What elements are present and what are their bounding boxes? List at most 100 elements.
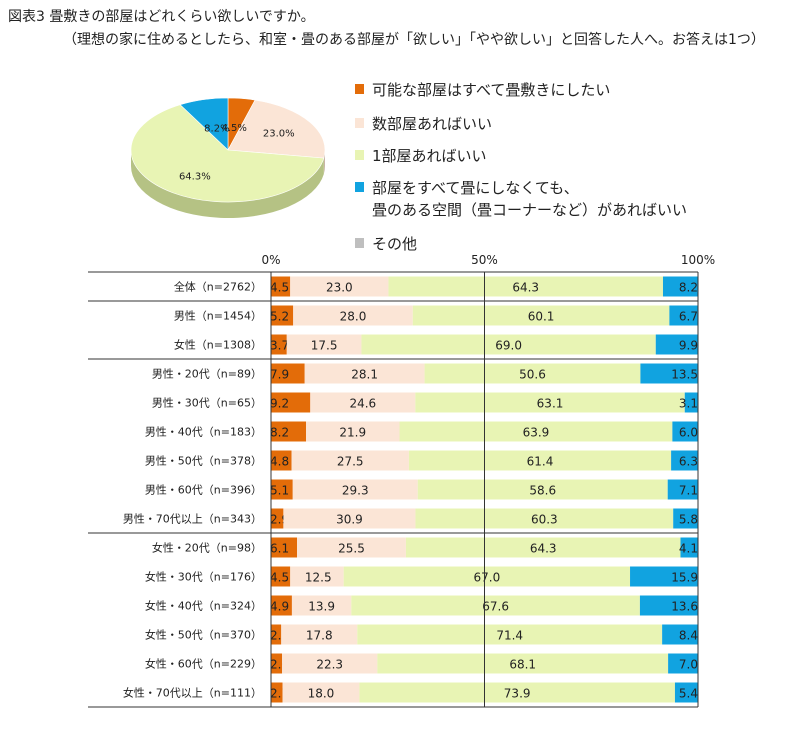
category-label: 女性・50代（n=370）: [145, 628, 262, 642]
bar-value-label: 3.1: [679, 397, 698, 411]
bar-segment-tatami_corner: [673, 508, 698, 529]
bar-segment-one_room: [412, 305, 670, 326]
category-label: 全体（n=2762）: [174, 280, 262, 294]
bar-value-label: 6.3: [679, 455, 698, 469]
bar-value-label: 8.2: [270, 426, 289, 440]
bar-segment-several_rooms: [283, 508, 416, 529]
bar-segment-one_room: [377, 653, 669, 674]
bar-value-label: 5.4: [679, 687, 698, 701]
bar-value-label: 9.9: [679, 339, 698, 353]
bar-segment-several_rooms: [310, 392, 416, 413]
pie-slice-3: [179, 97, 229, 151]
bar-value-label: 4.8: [270, 455, 289, 469]
bar-value-label: 21.9: [339, 426, 366, 440]
bar-value-label: 50.6: [519, 368, 546, 382]
bar-segment-all_tatami: [271, 305, 294, 326]
bar-value-label: 63.9: [523, 426, 550, 440]
bar-segment-tatami_corner: [674, 682, 698, 703]
bar-segment-tatami_corner: [640, 363, 698, 384]
bar-segment-one_room: [408, 450, 672, 471]
legend-swatch-other: [355, 238, 364, 248]
legend-label-tatami-corner-line2: 畳のある空間（畳コーナーなど）があればいい: [372, 201, 688, 219]
bar-value-label: 12.5: [305, 571, 332, 585]
bar-segment-all_tatami: [271, 363, 305, 384]
bar-value-label: 7.0: [679, 658, 698, 672]
bar-segment-several_rooms: [286, 334, 362, 355]
bar-segment-tatami_corner: [667, 479, 698, 500]
pie-slice-2: [130, 104, 325, 203]
category-label: 男性・60代（n=396）: [145, 483, 262, 497]
bar-segment-several_rooms: [291, 450, 409, 471]
bar-segment-tatami_corner: [669, 305, 698, 326]
bar-value-label: 28.0: [340, 310, 367, 324]
legend-label-one-room: 1部屋あればいい: [372, 147, 487, 165]
axis-tick-label: 0%: [261, 253, 280, 267]
category-label: 女性（n=1308）: [174, 338, 262, 352]
bar-value-label: 6.1: [270, 542, 289, 556]
bar-value-label: 6.0: [679, 426, 698, 440]
bar-segment-several_rooms: [281, 624, 358, 645]
bar-value-label: 67.0: [473, 571, 500, 585]
bar-value-label: 7.1: [679, 484, 698, 498]
bar-segment-all_tatami: [271, 450, 292, 471]
bar-value-label: 64.3: [530, 542, 557, 556]
bar-value-label: 58.6: [529, 484, 556, 498]
bar-value-label: 5.1: [270, 484, 289, 498]
pie-side-1: [323, 150, 325, 175]
axis-tick-label: 100%: [681, 253, 715, 267]
bar-value-label: 13.9: [308, 600, 335, 614]
category-label: 男性・40代（n=183）: [145, 425, 262, 439]
bar-segment-several_rooms: [290, 276, 389, 297]
legend-swatch-one-room: [355, 150, 364, 160]
bar-value-label: 13.5: [671, 368, 698, 382]
bar-segment-one_room: [415, 392, 685, 413]
bar-segment-several_rooms: [306, 421, 400, 442]
bar-value-label: 22.3: [316, 658, 343, 672]
bar-value-label: 15.9: [671, 571, 698, 585]
bar-value-label: 4.5: [270, 571, 289, 585]
category-label: 男性（n=1454）: [174, 309, 262, 323]
bar-value-label: 28.1: [351, 368, 378, 382]
legend-swatch-all-tatami: [355, 84, 364, 94]
bar-segment-several_rooms: [304, 363, 425, 384]
bar-segment-several_rooms: [282, 682, 360, 703]
bar-value-label: 68.1: [509, 658, 536, 672]
category-label: 男性・50代（n=378）: [145, 454, 262, 468]
bar-segment-several_rooms: [282, 653, 378, 674]
bar-segment-all_tatami: [271, 537, 298, 558]
bar-value-label: 8.2: [679, 281, 698, 295]
bar-segment-one_room: [417, 479, 668, 500]
pie-label-2: 64.3%: [179, 172, 211, 183]
legend-swatch-several-rooms: [355, 118, 364, 128]
bar-value-label: 4.1: [679, 542, 698, 556]
bar-value-label: 23.0: [326, 281, 353, 295]
bar-value-label: 30.9: [336, 513, 363, 527]
pie-label-3: 8.2%: [204, 123, 229, 134]
bar-value-label: 13.6: [671, 600, 698, 614]
bar-segment-several_rooms: [293, 305, 413, 326]
category-label: 女性・40代（n=324）: [145, 599, 262, 613]
category-label: 女性・20代（n=98）: [152, 541, 262, 555]
legend-label-several-rooms: 数部屋あればいい: [372, 115, 493, 133]
bar-segment-one_room: [351, 595, 640, 616]
bar-segment-all_tatami: [271, 508, 284, 529]
bar-segment-one_room: [388, 276, 663, 297]
bar-segment-several_rooms: [290, 566, 344, 587]
chart-subtitle: （理想の家に住めるとしたら、和室・畳のある部屋が「欲しい」「やや欲しい」と回答し…: [63, 32, 765, 48]
category-label: 女性・30代（n=176）: [145, 570, 262, 584]
bar-segment-all_tatami: [271, 624, 282, 645]
bar-segment-tatami_corner: [630, 566, 698, 587]
pie-chart: 4.5% 23.0% 64.3% 8.2%: [130, 97, 326, 219]
pie-side-2: [131, 150, 324, 219]
bar-segment-all_tatami: [271, 479, 293, 500]
bar-segment-one_room: [424, 363, 641, 384]
category-label: 女性・60代（n=229）: [145, 657, 262, 671]
bar-segment-several_rooms: [291, 595, 352, 616]
bar-value-label: 5.2: [270, 310, 289, 324]
bar-value-label: 17.8: [306, 629, 333, 643]
bar-segment-all_tatami: [271, 392, 311, 413]
bar-value-label: 5.8: [679, 513, 698, 527]
bar-value-label: 25.5: [338, 542, 365, 556]
bar-segment-all_tatami: [271, 653, 283, 674]
